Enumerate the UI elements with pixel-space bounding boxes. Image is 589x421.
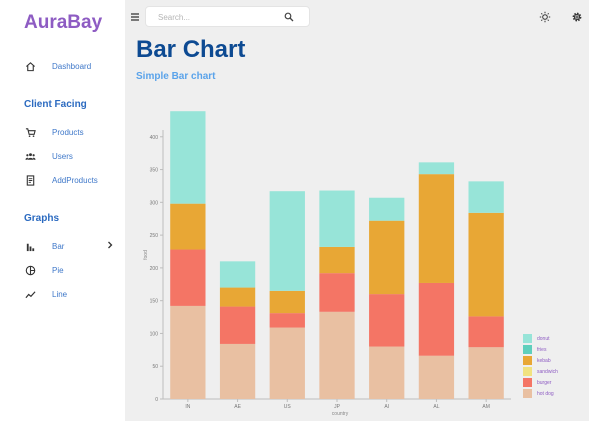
y-tick-label: 0 [155, 397, 158, 403]
bar-segment [468, 316, 504, 348]
bar-segment [319, 246, 355, 274]
bar-segment [418, 162, 455, 175]
sidebar-item-label: Products [52, 127, 84, 137]
bar-segment [468, 181, 504, 213]
legend-swatch [523, 356, 532, 365]
legend-label: kebab [537, 358, 551, 364]
x-axis-label: country [332, 411, 349, 417]
bar-segment [369, 294, 405, 347]
gear-icon[interactable] [571, 11, 583, 23]
legend-swatch [523, 389, 532, 398]
receipt-icon [24, 174, 36, 186]
bar-segment [369, 220, 405, 295]
legend-swatch [523, 345, 532, 354]
x-tick-label: AI [384, 404, 389, 410]
x-tick-label: JP [334, 404, 341, 410]
bar-segment [219, 306, 256, 344]
section-title-graphs: Graphs [24, 213, 60, 224]
legend-label: sandwich [537, 369, 558, 375]
y-tick-label: 250 [150, 233, 159, 239]
bar-segment [418, 282, 455, 356]
bar-segment [170, 249, 206, 306]
bar-segment [269, 191, 305, 291]
sidebar-item-label: Dashboard [52, 61, 92, 71]
brand-logo: AuraBay [24, 12, 103, 33]
light-mode-icon[interactable] [539, 11, 551, 23]
users-icon [24, 150, 36, 162]
bar-segment [319, 273, 355, 312]
bar-segment [219, 343, 256, 399]
section-title-client-facing: Client Facing [24, 99, 87, 110]
sidebar-item-addproducts[interactable]: AddProducts [24, 172, 98, 188]
page-subtitle: Simple Bar chart [136, 71, 216, 82]
y-tick-label: 400 [150, 135, 159, 141]
bar-segment [170, 203, 206, 250]
y-tick-label: 150 [150, 299, 159, 305]
bar-segment [319, 190, 355, 247]
sidebar-item-label: Line [52, 289, 68, 299]
bar-segment [219, 261, 256, 288]
sidebar-item-bar[interactable]: Bar [24, 238, 64, 254]
legend-label: fries [537, 347, 547, 353]
page-title: Bar Chart [136, 36, 246, 63]
bar-segment [468, 212, 504, 317]
bar-segment [418, 355, 455, 399]
sidebar-item-line[interactable]: Line [24, 286, 67, 302]
bar-segment [418, 174, 455, 283]
legend-swatch [523, 378, 532, 387]
main-content: Bar Chart Simple Bar chart 0 50 100 150 200 2… [125, 0, 589, 421]
bar-segment [319, 311, 355, 399]
bar-segment [269, 290, 305, 314]
topbar [125, 0, 589, 34]
home-icon [24, 60, 36, 72]
bar-chart-icon [24, 240, 36, 252]
sidebar-item-label: AddProducts [52, 175, 98, 185]
x-tick-label: US [284, 404, 292, 410]
sidebar: AuraBay Dashboard Client Facing Products… [0, 0, 125, 421]
bar-segment [369, 197, 405, 221]
legend-label: donut [537, 336, 550, 342]
bar-chart: 0 50 100 150 200 250 300 350 400 food IN AE US JP AI AL… [143, 111, 558, 417]
pie-chart-icon [24, 264, 36, 276]
x-tick-label: AE [234, 404, 241, 410]
y-axis-label: food [143, 250, 149, 260]
sidebar-item-pie[interactable]: Pie [24, 262, 64, 278]
bar-segment [468, 347, 504, 399]
chevron-right-icon [108, 241, 113, 249]
bar-segment [369, 346, 405, 399]
bar-segment [170, 111, 206, 204]
x-tick-label: AM [482, 404, 490, 410]
legend-label: hot dog [537, 391, 554, 397]
x-tick-label: AL [433, 404, 439, 410]
sidebar-item-label: Pie [52, 265, 64, 275]
legend-swatch [523, 334, 532, 343]
sidebar-item-label: Bar [52, 241, 65, 251]
legend-swatch [523, 367, 532, 376]
y-tick-label: 100 [150, 331, 159, 337]
bar-segment [269, 313, 305, 328]
sidebar-item-label: Users [52, 151, 73, 161]
y-tick-label: 350 [150, 168, 159, 174]
sidebar-item-products[interactable]: Products [24, 124, 84, 140]
line-chart-icon [24, 288, 36, 300]
sidebar-item-dashboard[interactable]: Dashboard [24, 58, 91, 74]
search-box [145, 6, 310, 27]
y-tick-label: 200 [150, 266, 159, 272]
bar-segment [269, 327, 305, 399]
cart-icon [24, 126, 36, 138]
menu-icon[interactable] [130, 12, 140, 22]
bar-segment [170, 305, 206, 399]
legend-label: burger [537, 380, 552, 386]
sidebar-item-users[interactable]: Users [24, 148, 73, 164]
search-icon[interactable] [284, 12, 294, 22]
x-tick-label: IN [185, 404, 190, 410]
y-tick-label: 300 [150, 200, 159, 206]
search-input[interactable] [156, 10, 280, 25]
y-tick-label: 50 [152, 364, 158, 370]
bar-segment [219, 287, 256, 307]
